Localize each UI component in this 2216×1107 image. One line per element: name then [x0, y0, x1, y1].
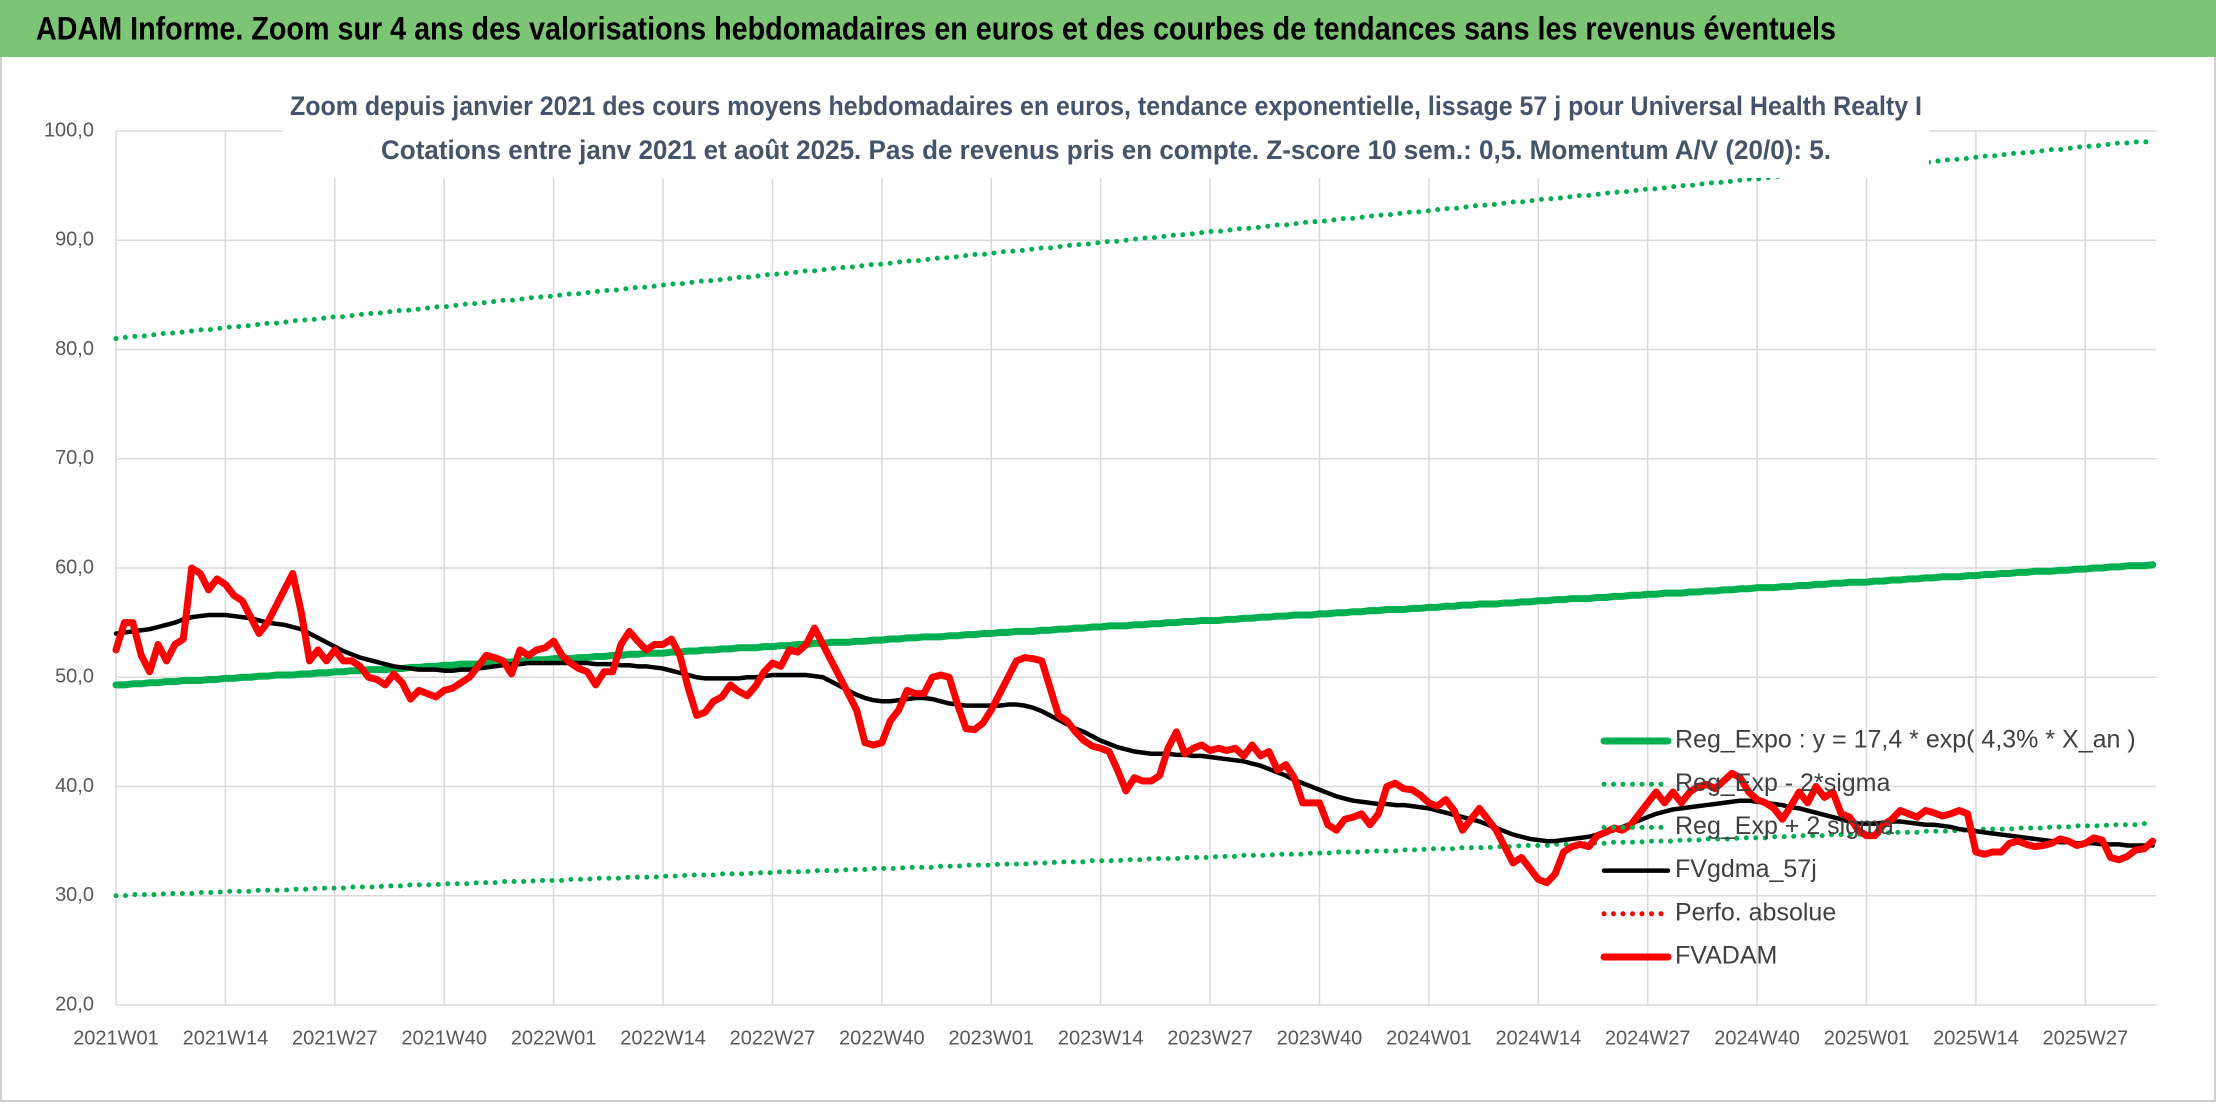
x-tick-label: 2023W01 [948, 1027, 1034, 1049]
x-tick-label: 2024W14 [1495, 1027, 1581, 1049]
subtitle-box [283, 84, 1929, 178]
x-tick-label: 2025W27 [2043, 1027, 2129, 1049]
series-line [113, 612, 2155, 848]
banner-title: ADAM Informe. Zoom sur 4 ans des valoris… [36, 10, 1836, 46]
x-tick-label: 2024W01 [1386, 1027, 1472, 1049]
x-tick-label: 2024W40 [1714, 1027, 1800, 1049]
subtitle: Zoom depuis janvier 2021 des cours moyen… [290, 91, 1922, 121]
x-tick-label: 2025W14 [1933, 1027, 2019, 1049]
series-line [112, 561, 2157, 689]
x-tick-label: 2023W27 [1167, 1027, 1253, 1049]
legend-label: Reg_Expo : y = 17,4 * exp( 4,3% * X_an ) [1675, 726, 2136, 754]
banner [0, 0, 2216, 57]
legend: Reg_Expo : y = 17,4 * exp( 4,3% * X_an )… [1600, 726, 2136, 970]
x-tick-label: 2021W27 [292, 1027, 378, 1049]
legend-label: FVADAM [1675, 942, 1777, 970]
x-tick-label: 2025W01 [1824, 1027, 1910, 1049]
x-tick-label: 2022W27 [730, 1027, 816, 1049]
legend-label: FVgdma_57j [1675, 855, 1817, 883]
series-line [112, 564, 2157, 887]
y-tick-label: 20,0 [55, 993, 94, 1015]
y-tick-label: 90,0 [55, 229, 94, 251]
legend-label: Reg_Exp - 2*sigma [1675, 769, 1890, 797]
x-tick-label: 2021W01 [73, 1027, 159, 1049]
y-tick-label: 30,0 [55, 884, 94, 906]
y-tick-label: 60,0 [55, 556, 94, 578]
x-tick-label: 2023W40 [1277, 1027, 1363, 1049]
x-tick-label: 2022W14 [620, 1027, 706, 1049]
legend-label: Perfo. absolue [1675, 898, 1836, 926]
y-tick-label: 40,0 [55, 775, 94, 797]
x-tick-label: 2022W40 [839, 1027, 925, 1049]
x-tick-label: 2021W40 [401, 1027, 487, 1049]
y-tick-label: 70,0 [55, 447, 94, 469]
plot [112, 139, 2157, 899]
series-line [113, 821, 2156, 899]
y-tick-label: 50,0 [55, 666, 94, 688]
subtitle: Cotations entre janv 2021 et août 2025. … [381, 135, 1831, 165]
y-tick-label: 80,0 [55, 338, 94, 360]
legend-label: Reg_Exp + 2 sigma [1675, 812, 1894, 840]
x-tick-label: 2024W27 [1605, 1027, 1691, 1049]
x-tick-label: 2022W01 [511, 1027, 597, 1049]
x-tick-label: 2023W14 [1058, 1027, 1144, 1049]
y-tick-label: 100,0 [44, 119, 94, 141]
x-tick-label: 2021W14 [183, 1027, 269, 1049]
